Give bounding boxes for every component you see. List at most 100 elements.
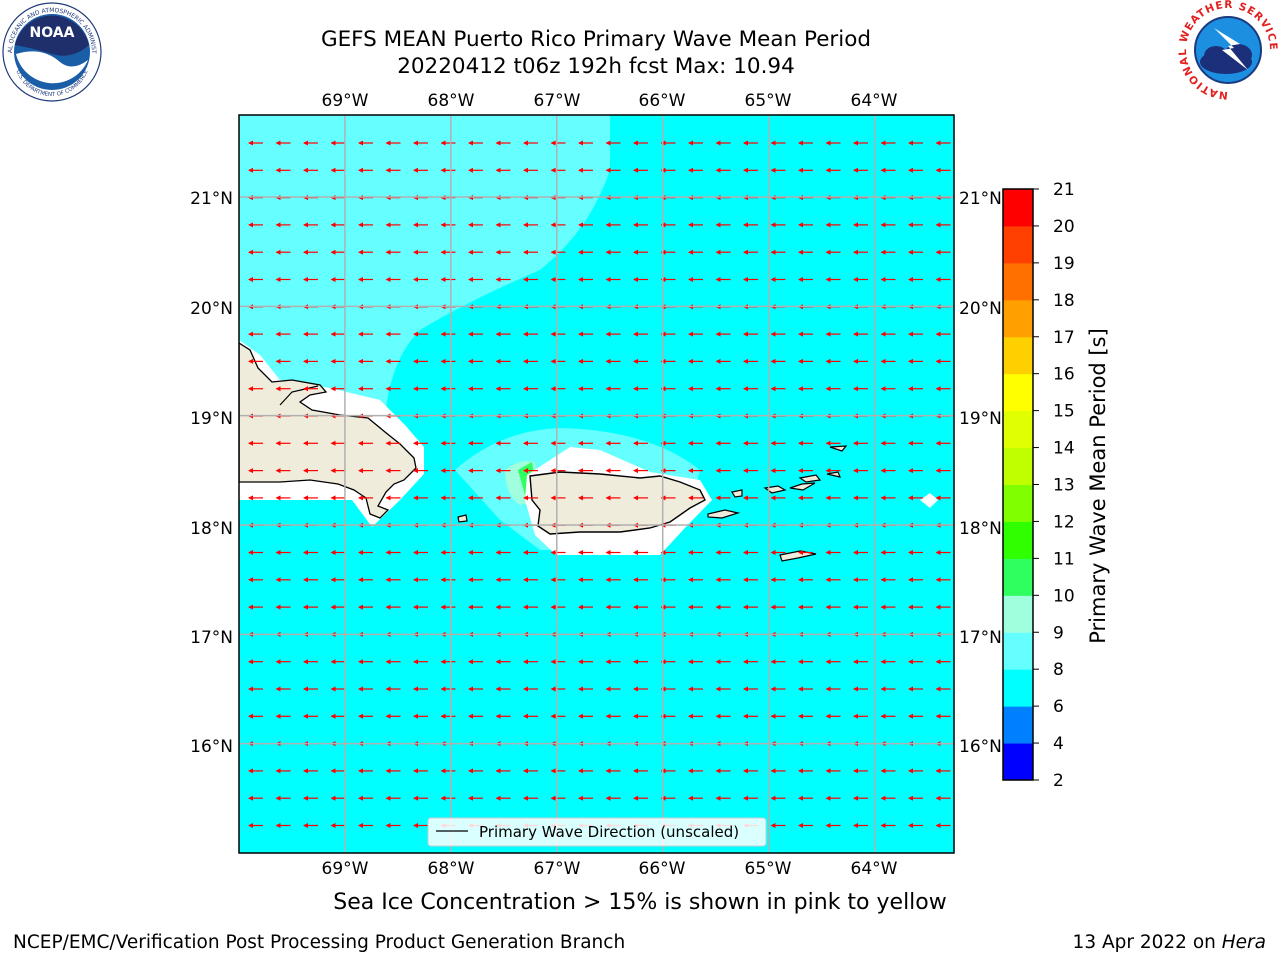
wave-direction-arrow <box>303 686 318 692</box>
wave-direction-arrow <box>633 468 648 474</box>
lon-label: 66°W <box>639 859 686 879</box>
wave-direction-arrow <box>605 468 621 474</box>
wave-direction-arrow <box>770 440 786 446</box>
wave-direction-arrow <box>798 713 813 719</box>
wave-direction-arrow <box>275 713 291 719</box>
map-legend: Primary Wave Direction (unscaled) <box>427 817 767 847</box>
wave-direction-arrow <box>743 167 758 173</box>
wave-direction-arrow <box>385 495 401 501</box>
wave-direction-arrow <box>440 386 456 392</box>
wave-direction-arrow <box>303 468 318 474</box>
wave-direction-arrow <box>550 222 566 228</box>
wave-direction-arrow <box>385 386 401 392</box>
lon-labels-top: 69°W 68°W 67°W 66°W 65°W 64°W <box>322 91 898 111</box>
wave-direction-arrow <box>275 277 291 282</box>
colorbar-segment <box>1003 521 1033 559</box>
lat-label: 16°N <box>959 737 1002 757</box>
wave-direction-arrow <box>303 550 318 555</box>
colorbar-segment <box>1003 669 1033 707</box>
wave-direction-arrow <box>770 277 786 282</box>
lon-label: 67°W <box>534 91 581 111</box>
wave-direction-arrow <box>853 468 868 474</box>
lon-label: 66°W <box>639 91 686 111</box>
wave-direction-arrow <box>633 277 648 282</box>
wave-direction-arrow <box>880 686 896 692</box>
noaa-logo-text: NOAA <box>30 25 75 41</box>
colorbar-tick-label: 21 <box>1053 180 1075 200</box>
wave-direction-arrow <box>688 249 703 255</box>
wave-direction-arrow <box>248 440 263 446</box>
wave-direction-arrow <box>633 358 648 364</box>
wave-direction-arrow <box>935 795 951 801</box>
wave-direction-arrow <box>550 550 566 555</box>
wave-direction-arrow <box>935 495 951 501</box>
colorbar-tick-label: 13 <box>1053 476 1075 496</box>
wave-direction-arrow <box>303 713 318 719</box>
wave-direction-arrow <box>495 440 511 446</box>
wave-direction-arrow <box>825 550 841 555</box>
wave-direction-arrow <box>275 795 291 801</box>
wave-direction-arrow <box>495 468 511 474</box>
lat-label: 20°N <box>959 299 1002 319</box>
wave-direction-arrow <box>605 386 621 392</box>
wave-direction-arrow <box>770 331 786 337</box>
wave-direction-arrow <box>825 386 841 392</box>
wave-direction-arrow <box>440 440 456 446</box>
wave-direction-arrow <box>550 604 566 610</box>
wave-direction-arrow <box>385 468 401 474</box>
wave-direction-arrow <box>715 686 731 692</box>
lon-label: 67°W <box>534 859 581 879</box>
wave-direction-arrow <box>523 577 538 583</box>
wave-direction-arrow <box>330 440 346 446</box>
wave-direction-arrow <box>633 386 648 392</box>
wave-direction-arrow <box>743 604 758 610</box>
wave-direction-arrow <box>550 358 566 364</box>
wave-direction-arrow <box>303 495 318 501</box>
wave-direction-arrow <box>688 577 703 583</box>
wave-direction-arrow <box>715 249 731 255</box>
wave-direction-arrow <box>935 604 951 610</box>
wave-direction-arrow <box>743 331 758 337</box>
wave-direction-arrow <box>358 795 373 801</box>
wave-direction-arrow <box>853 659 868 665</box>
wave-direction-arrow <box>495 140 511 146</box>
wave-direction-arrow <box>743 386 758 392</box>
wave-direction-arrow <box>908 577 923 583</box>
wave-direction-arrow <box>935 823 951 828</box>
wave-direction-arrow <box>358 823 373 828</box>
wave-direction-arrow <box>248 768 263 774</box>
wave-direction-arrow <box>578 604 593 610</box>
wave-direction-arrow <box>908 768 923 774</box>
wave-direction-arrow <box>578 249 593 255</box>
lat-labels-right: 21°N 20°N 19°N 18°N 17°N 16°N <box>959 189 1002 757</box>
wave-direction-arrow <box>385 823 401 828</box>
wave-direction-arrow <box>798 768 813 774</box>
wave-direction-arrow <box>908 140 923 146</box>
wave-direction-arrow <box>330 331 346 337</box>
wave-direction-arrow <box>770 495 786 501</box>
wave-direction-arrow <box>358 604 373 610</box>
colorbar-segment <box>1003 373 1033 412</box>
wave-direction-arrow <box>770 659 786 665</box>
land-anegada <box>829 445 848 452</box>
wave-direction-arrow <box>825 222 841 228</box>
wave-direction-arrow <box>825 440 841 446</box>
wave-direction-arrow <box>798 550 813 555</box>
wave-direction-arrow <box>908 358 923 364</box>
land-puerto-rico <box>529 471 706 535</box>
wave-direction-arrow <box>385 249 401 255</box>
wave-direction-arrow <box>605 713 621 719</box>
wave-direction-arrow <box>688 331 703 337</box>
wave-direction-arrow <box>303 768 318 774</box>
wave-direction-arrow <box>880 440 896 446</box>
wave-direction-arrow <box>633 249 648 255</box>
wave-direction-arrow <box>440 686 456 692</box>
wave-direction-arrow <box>413 468 428 474</box>
wave-direction-arrow <box>798 604 813 610</box>
wave-direction-arrow <box>688 795 703 801</box>
wave-direction-arrow <box>468 358 483 364</box>
wave-direction-arrow <box>825 167 841 173</box>
wave-direction-arrow <box>275 659 291 665</box>
wave-direction-arrow <box>770 140 786 146</box>
wave-direction-arrow <box>605 686 621 692</box>
